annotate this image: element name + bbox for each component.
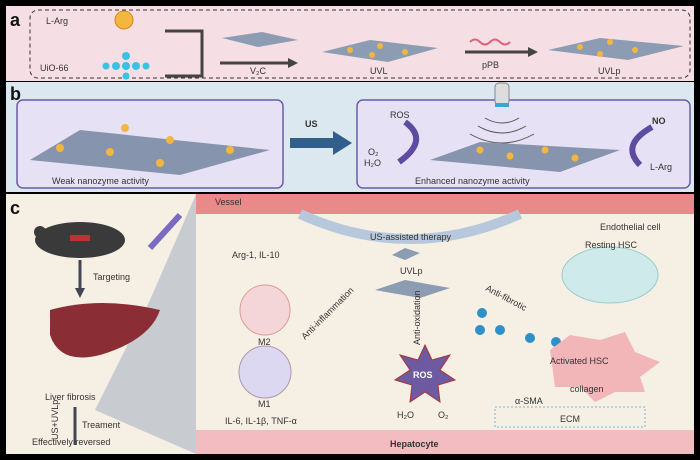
label-targeting: Targeting [93, 272, 130, 282]
label-l-arg: L-Arg [46, 16, 68, 26]
uvlp-sheet-c [392, 248, 420, 260]
label-h2o-c: H₂O [397, 410, 414, 420]
uvlp-sheet-icon [548, 38, 684, 60]
uvlp-sheet-active [375, 280, 450, 298]
l-arg-particle-icon [114, 10, 134, 30]
m1-macrophage [238, 345, 292, 399]
label-alpha-sma: α-SMA [515, 396, 543, 406]
no-generation-arrow [629, 124, 654, 168]
label-us-therapy: US-assisted therapy [370, 232, 452, 242]
resting-hsc-cell [561, 246, 659, 304]
hepatocyte-layer [196, 430, 694, 454]
label-m1: M1 [258, 399, 271, 409]
label-enhanced-activity: Enhanced nanozyme activity [415, 176, 530, 186]
label-hepatocyte: Hepatocyte [390, 439, 439, 449]
bracket [165, 29, 204, 78]
weak-sheet-particles [56, 124, 234, 167]
label-us-uvlp: US+UVLp [50, 400, 60, 440]
uvl-sheet-icon [322, 40, 438, 62]
ros-star [393, 343, 457, 404]
vessel-band [196, 194, 694, 214]
label-endothelial-cell: Endothelial cell [600, 222, 661, 232]
uvl-particles [347, 43, 408, 58]
label-us: US [305, 119, 318, 129]
label-effectively-reversed: Effectively reversed [32, 437, 110, 447]
label-no: NO [652, 116, 666, 126]
label-ros-b: ROS [390, 110, 410, 120]
ppb-polymer-icon [469, 38, 511, 46]
label-uvl: UVL [370, 66, 388, 76]
ecm-mesh [494, 406, 646, 428]
panel-c-letter: c [10, 198, 20, 218]
label-h2o: H₂O [364, 158, 381, 168]
activated-hsc-cell [550, 332, 660, 402]
enhanced-sheet-particles [476, 146, 579, 162]
us-therapy-arc [297, 209, 523, 244]
ros-conversion-arrow [397, 119, 419, 165]
label-arg1-il10: Arg-1, IL-10 [232, 250, 280, 260]
m2-macrophage [239, 284, 291, 336]
syringe-icon [147, 212, 183, 251]
label-liver-fibrosis: Liver fibrosis [45, 392, 96, 402]
liver-icon [50, 303, 160, 358]
enhanced-activity-box [356, 99, 691, 189]
label-il6-il1b-tnfa: IL-6, IL-1β, TNF-α [225, 416, 297, 426]
label-collagen: collagen [570, 384, 604, 394]
label-vessel: Vessel [215, 197, 242, 207]
panel-a-letter: a [10, 10, 21, 30]
label-m2: M2 [258, 337, 271, 347]
label-activated-hsc: Activated HSC [550, 356, 609, 366]
label-ppb: pPB [482, 60, 499, 70]
label-ros-c: ROS [413, 370, 433, 380]
label-resting-hsc: Resting HSC [585, 240, 638, 250]
uio66-cluster-icon [102, 52, 150, 80]
label-o2: O₂ [368, 147, 379, 157]
label-anti-oxidation: Anti-oxidation [412, 290, 422, 345]
label-l-arg-b: L-Arg [650, 162, 672, 172]
label-uvlp: UVLp [598, 66, 621, 76]
label-uvlp-c: UVLp [400, 266, 423, 276]
uvlp-particles [577, 39, 638, 57]
panel-a-dashed-box [29, 9, 691, 79]
ultrasound-probe-icon [494, 82, 510, 107]
v2c-sheet-icon [222, 32, 298, 47]
panel-b-letter: b [10, 84, 21, 104]
label-ecm: ECM [560, 414, 580, 424]
ultrasound-waves [469, 117, 535, 144]
label-v2c-visible: V₂C [250, 66, 266, 76]
weak-sheet-icon [30, 130, 270, 175]
label-weak-activity: Weak nanozyme activity [52, 176, 149, 186]
label-uio66: UiO-66 [40, 63, 69, 73]
label-o2-c: O₂ [438, 410, 449, 420]
label-treatment: Treament [82, 420, 121, 430]
mouse-before-icon [34, 222, 125, 258]
